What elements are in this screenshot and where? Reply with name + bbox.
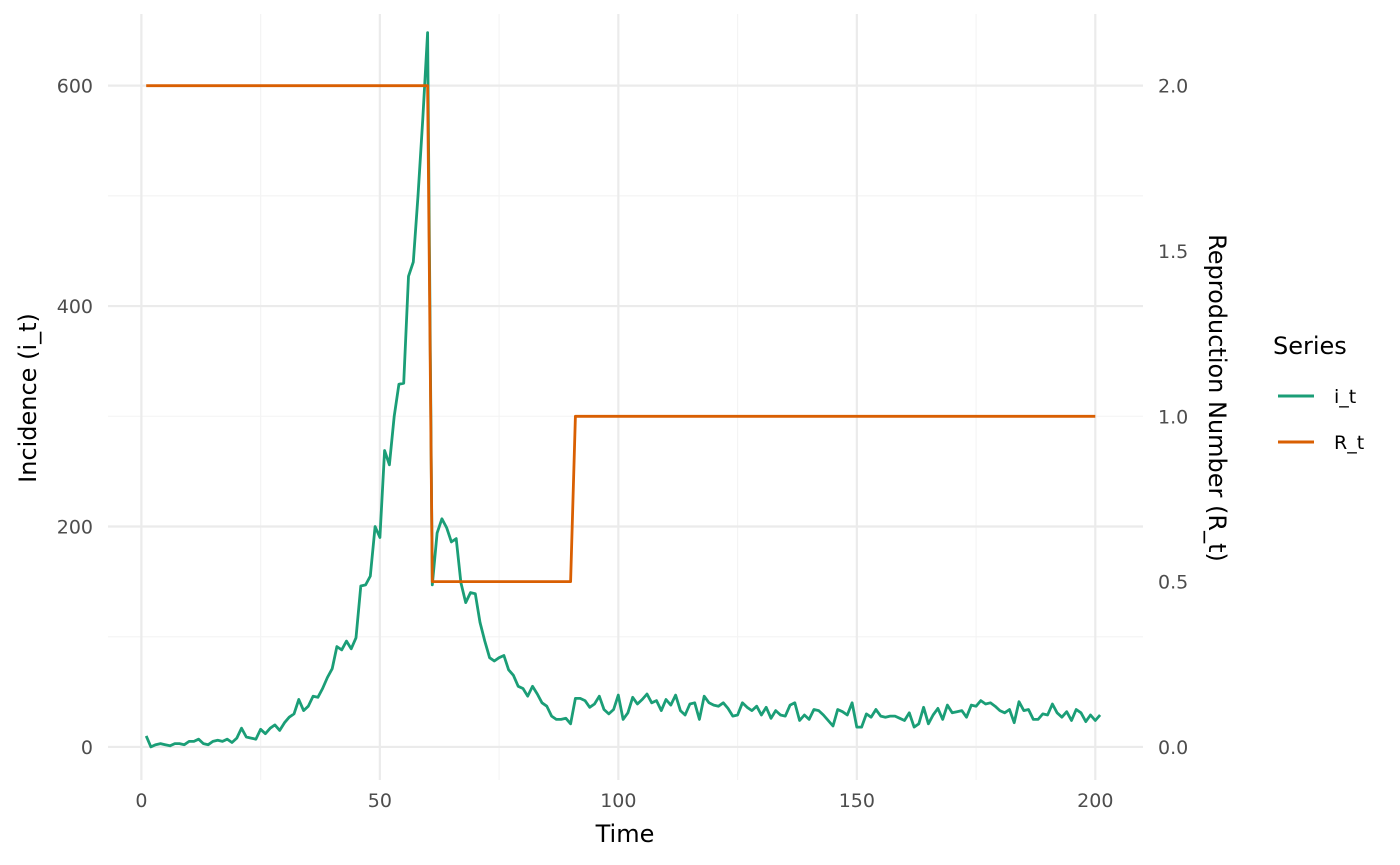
y-left-tick-label: 200 (57, 517, 93, 539)
x-tick-label: 150 (839, 790, 875, 812)
y-axis-left-title: Incidence (i_t) (14, 313, 42, 483)
y-axis-right-title: Reproduction Number (R_t) (1203, 234, 1231, 562)
x-tick-label: 50 (368, 790, 392, 812)
y-right-tick-label: 1.5 (1158, 241, 1188, 263)
y-left-tick-label: 600 (57, 76, 93, 98)
x-tick-label: 200 (1077, 790, 1113, 812)
legend-label-R_t: R_t (1334, 432, 1364, 454)
legend-label-i_t: i_t (1334, 386, 1356, 408)
y-left-tick-label: 400 (57, 296, 93, 318)
legend: Series i_t R_t (1273, 332, 1364, 454)
x-axis-title: Time (595, 820, 655, 848)
y-right-tick-label: 0.0 (1158, 737, 1188, 759)
x-tick-label: 100 (600, 790, 636, 812)
y-right-tick-label: 0.5 (1158, 572, 1188, 594)
legend-title: Series (1273, 332, 1347, 360)
y-right-tick-label: 1.0 (1158, 406, 1188, 428)
y-right-tick-label: 2.0 (1158, 76, 1188, 98)
x-tick-label: 0 (135, 790, 147, 812)
series-line-R_t (146, 84, 1096, 583)
series-lines (144, 31, 1102, 749)
series-line-i_t (144, 31, 1102, 749)
tick-labels: 0 50 100 150 200 0 200 400 600 0.0 0.5 1.0 1.5 2.0 (57, 76, 1188, 812)
grid-lines (108, 14, 1143, 780)
y-left-tick-label: 0 (81, 737, 93, 759)
